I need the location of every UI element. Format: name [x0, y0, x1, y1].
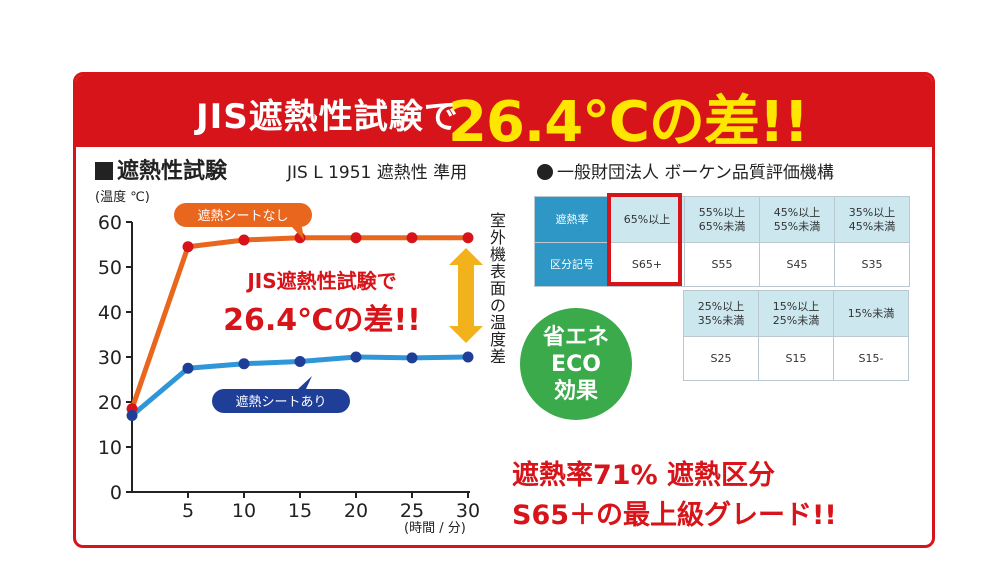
- y-tick-label: 50: [98, 257, 122, 279]
- dot-bullet-icon: [537, 164, 553, 180]
- data-point-1: [126, 410, 138, 421]
- x-tick-label: 5: [182, 500, 194, 522]
- x-tick-label: 10: [232, 500, 256, 522]
- data-point-1: [462, 351, 474, 363]
- eco-line2: ECO: [551, 351, 601, 377]
- y-axis-label: (温度 ℃): [95, 189, 150, 205]
- highlight-box: [607, 193, 682, 286]
- cell: 45%以上 55%未満: [759, 196, 835, 243]
- y-tick-label: 20: [98, 392, 122, 414]
- cell: 15%未満: [833, 290, 909, 337]
- cell: S45: [759, 242, 835, 287]
- cell: 区分記号: [534, 242, 610, 287]
- data-point-1: [182, 362, 194, 374]
- y-tick-label: 10: [98, 437, 122, 459]
- x-axis-label: (時間 / 分): [404, 521, 466, 536]
- data-point-0: [182, 241, 194, 253]
- data-point-0: [238, 234, 250, 246]
- cell: 65%以上: [609, 196, 685, 243]
- y-tick-label: 60: [98, 212, 122, 234]
- summary-line1: 遮熱率71% 遮熱区分: [512, 460, 776, 491]
- callout-no-sheet: 遮熱シートなし: [174, 203, 312, 240]
- cell: 15%以上 25%未満: [758, 290, 834, 337]
- banner-highlight: 26.4℃の差!!: [448, 90, 809, 155]
- legend-no-sheet: 遮熱シートなし: [197, 208, 288, 224]
- cell: S55: [684, 242, 760, 287]
- eco-badge: 省エネ ECO 効果: [520, 308, 632, 420]
- cell: 35%以上 45%未満: [834, 196, 910, 243]
- data-point-0: [350, 232, 362, 244]
- cell: S15: [758, 336, 834, 381]
- cell: S65+: [609, 242, 685, 287]
- side-label: 室外機表面の温度差: [489, 211, 506, 366]
- cell: S15-: [833, 336, 909, 381]
- data-point-0: [462, 232, 474, 244]
- annotation-line2: 26.4℃の差!!: [223, 303, 421, 338]
- legend-with-sheet: 遮熱シートあり: [235, 394, 326, 410]
- x-tick-label: 15: [288, 500, 312, 522]
- data-point-1: [294, 356, 306, 367]
- annotation-line1: JIS遮熱性試験で: [245, 269, 396, 293]
- eco-line3: 効果: [553, 378, 598, 404]
- data-point-0: [406, 232, 418, 244]
- cell: S35: [834, 242, 910, 287]
- y-tick-label: 30: [98, 347, 122, 369]
- y-tick-label: 0: [110, 482, 122, 504]
- section-title: 遮熱性試験: [95, 153, 227, 185]
- data-point-1: [406, 352, 418, 364]
- x-tick-label: 25: [400, 500, 424, 522]
- data-point-1: [350, 351, 362, 363]
- difference-arrow: [449, 248, 483, 343]
- section-subtitle: JIS L 1951 遮熱性 準用: [287, 163, 468, 183]
- grade-table-bottom: 25%以上 35%未満 15%以上 25%未満 15%未満 S25 S15 S1…: [683, 290, 909, 381]
- cell: 25%以上 35%未満: [683, 290, 759, 337]
- headline-banner: JIS遮熱性試験で 26.4℃の差!!: [76, 75, 932, 155]
- x-tick-label: 30: [456, 500, 480, 522]
- cell: S25: [683, 336, 759, 381]
- square-bullet-icon: [95, 162, 113, 180]
- callout-with-sheet: 遮熱シートあり: [212, 376, 350, 413]
- cell: 遮熱率: [534, 196, 610, 243]
- x-tick-label: 20: [344, 500, 368, 522]
- data-point-1: [238, 358, 250, 370]
- summary-line2: S65＋の最上級グレード!!: [512, 500, 837, 531]
- y-tick-label: 40: [98, 302, 122, 324]
- cell: 55%以上 65%未満: [684, 196, 760, 243]
- eco-line1: 省エネ: [542, 324, 609, 350]
- section-org: 一般財団法人 ボーケン品質評価機構: [537, 158, 834, 183]
- double-arrow-icon: [449, 248, 483, 343]
- grade-table-top: 遮熱率 65%以上 55%以上 65%未満 45%以上 55%未満 35%以上 …: [534, 196, 910, 287]
- banner-prefix: JIS遮熱性試験で: [196, 97, 459, 137]
